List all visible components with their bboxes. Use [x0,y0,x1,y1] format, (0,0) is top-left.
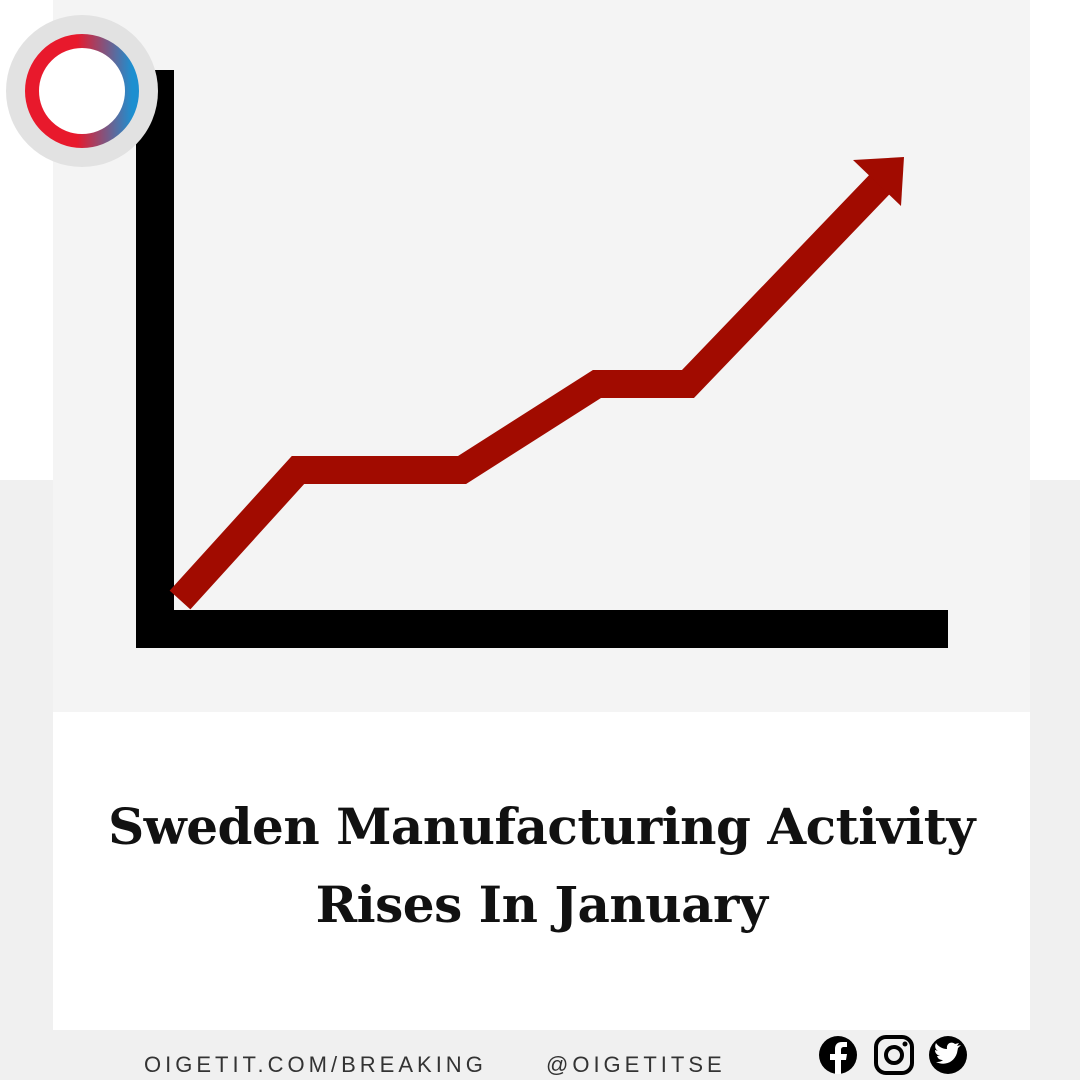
logo-ring [25,34,139,148]
headline-line: Rises In January [315,875,768,934]
x-axis-shape [136,610,948,648]
website[interactable]: OIGETIT.COM/BREAKING [144,1052,487,1077]
trend-line [169,174,891,610]
facebook-glyph [830,1042,847,1074]
instagram-icon[interactable] [874,1035,914,1075]
headline: Sweden Manufacturing Activity Rises In J… [53,788,1030,944]
image-area [53,0,1030,712]
y-axis-shape [136,70,174,648]
instagram-lens [884,1045,904,1065]
twitter-glyph [935,1042,961,1064]
handle[interactable]: @OIGETITSE [546,1052,726,1077]
social-icons [819,1035,967,1075]
arrow-head [853,157,904,206]
instagram-dot [902,1041,908,1047]
headline-line: Sweden Manufacturing Activity [108,797,975,856]
